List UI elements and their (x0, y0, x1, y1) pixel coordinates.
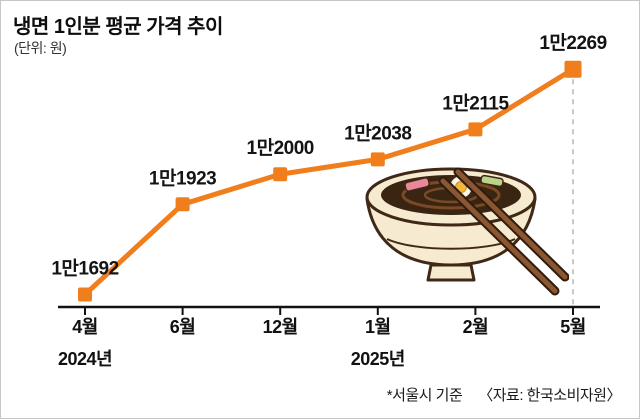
price-marker (78, 287, 92, 302)
footnote-source: 〈자료: 한국소비자원〉 (478, 387, 621, 404)
value-label: 1만1692 (51, 258, 118, 280)
value-label: 1만2038 (344, 122, 411, 144)
price-marker (468, 122, 483, 137)
value-label: 1만2115 (442, 92, 509, 114)
value-label: 1만2269 (539, 32, 606, 54)
x-tick-label: 1월 (365, 317, 391, 337)
price-marker (273, 167, 288, 182)
x-tick-label: 12월 (263, 317, 298, 337)
footnote-basis: *서울시 기준 (386, 387, 463, 404)
naengmyeon-illustration (365, 167, 569, 296)
price-marker (175, 197, 190, 212)
year-label: 2024년 (58, 349, 112, 369)
price-marker (564, 60, 582, 78)
value-label: 1만1923 (149, 167, 216, 189)
x-tick-label: 6월 (170, 317, 196, 337)
year-label: 2025년 (351, 349, 405, 369)
value-label: 1만2000 (247, 137, 314, 159)
x-tick-label: 4월 (72, 317, 98, 337)
x-tick-label: 2월 (463, 317, 489, 337)
x-tick-label: 5월 (560, 317, 586, 337)
unit-label: (단위: 원) (14, 40, 67, 56)
chart-title: 냉면 1인분 평균 가격 추이 (13, 16, 223, 38)
footnote: *서울시 기준 〈자료: 한국소비자원〉 (386, 384, 622, 405)
